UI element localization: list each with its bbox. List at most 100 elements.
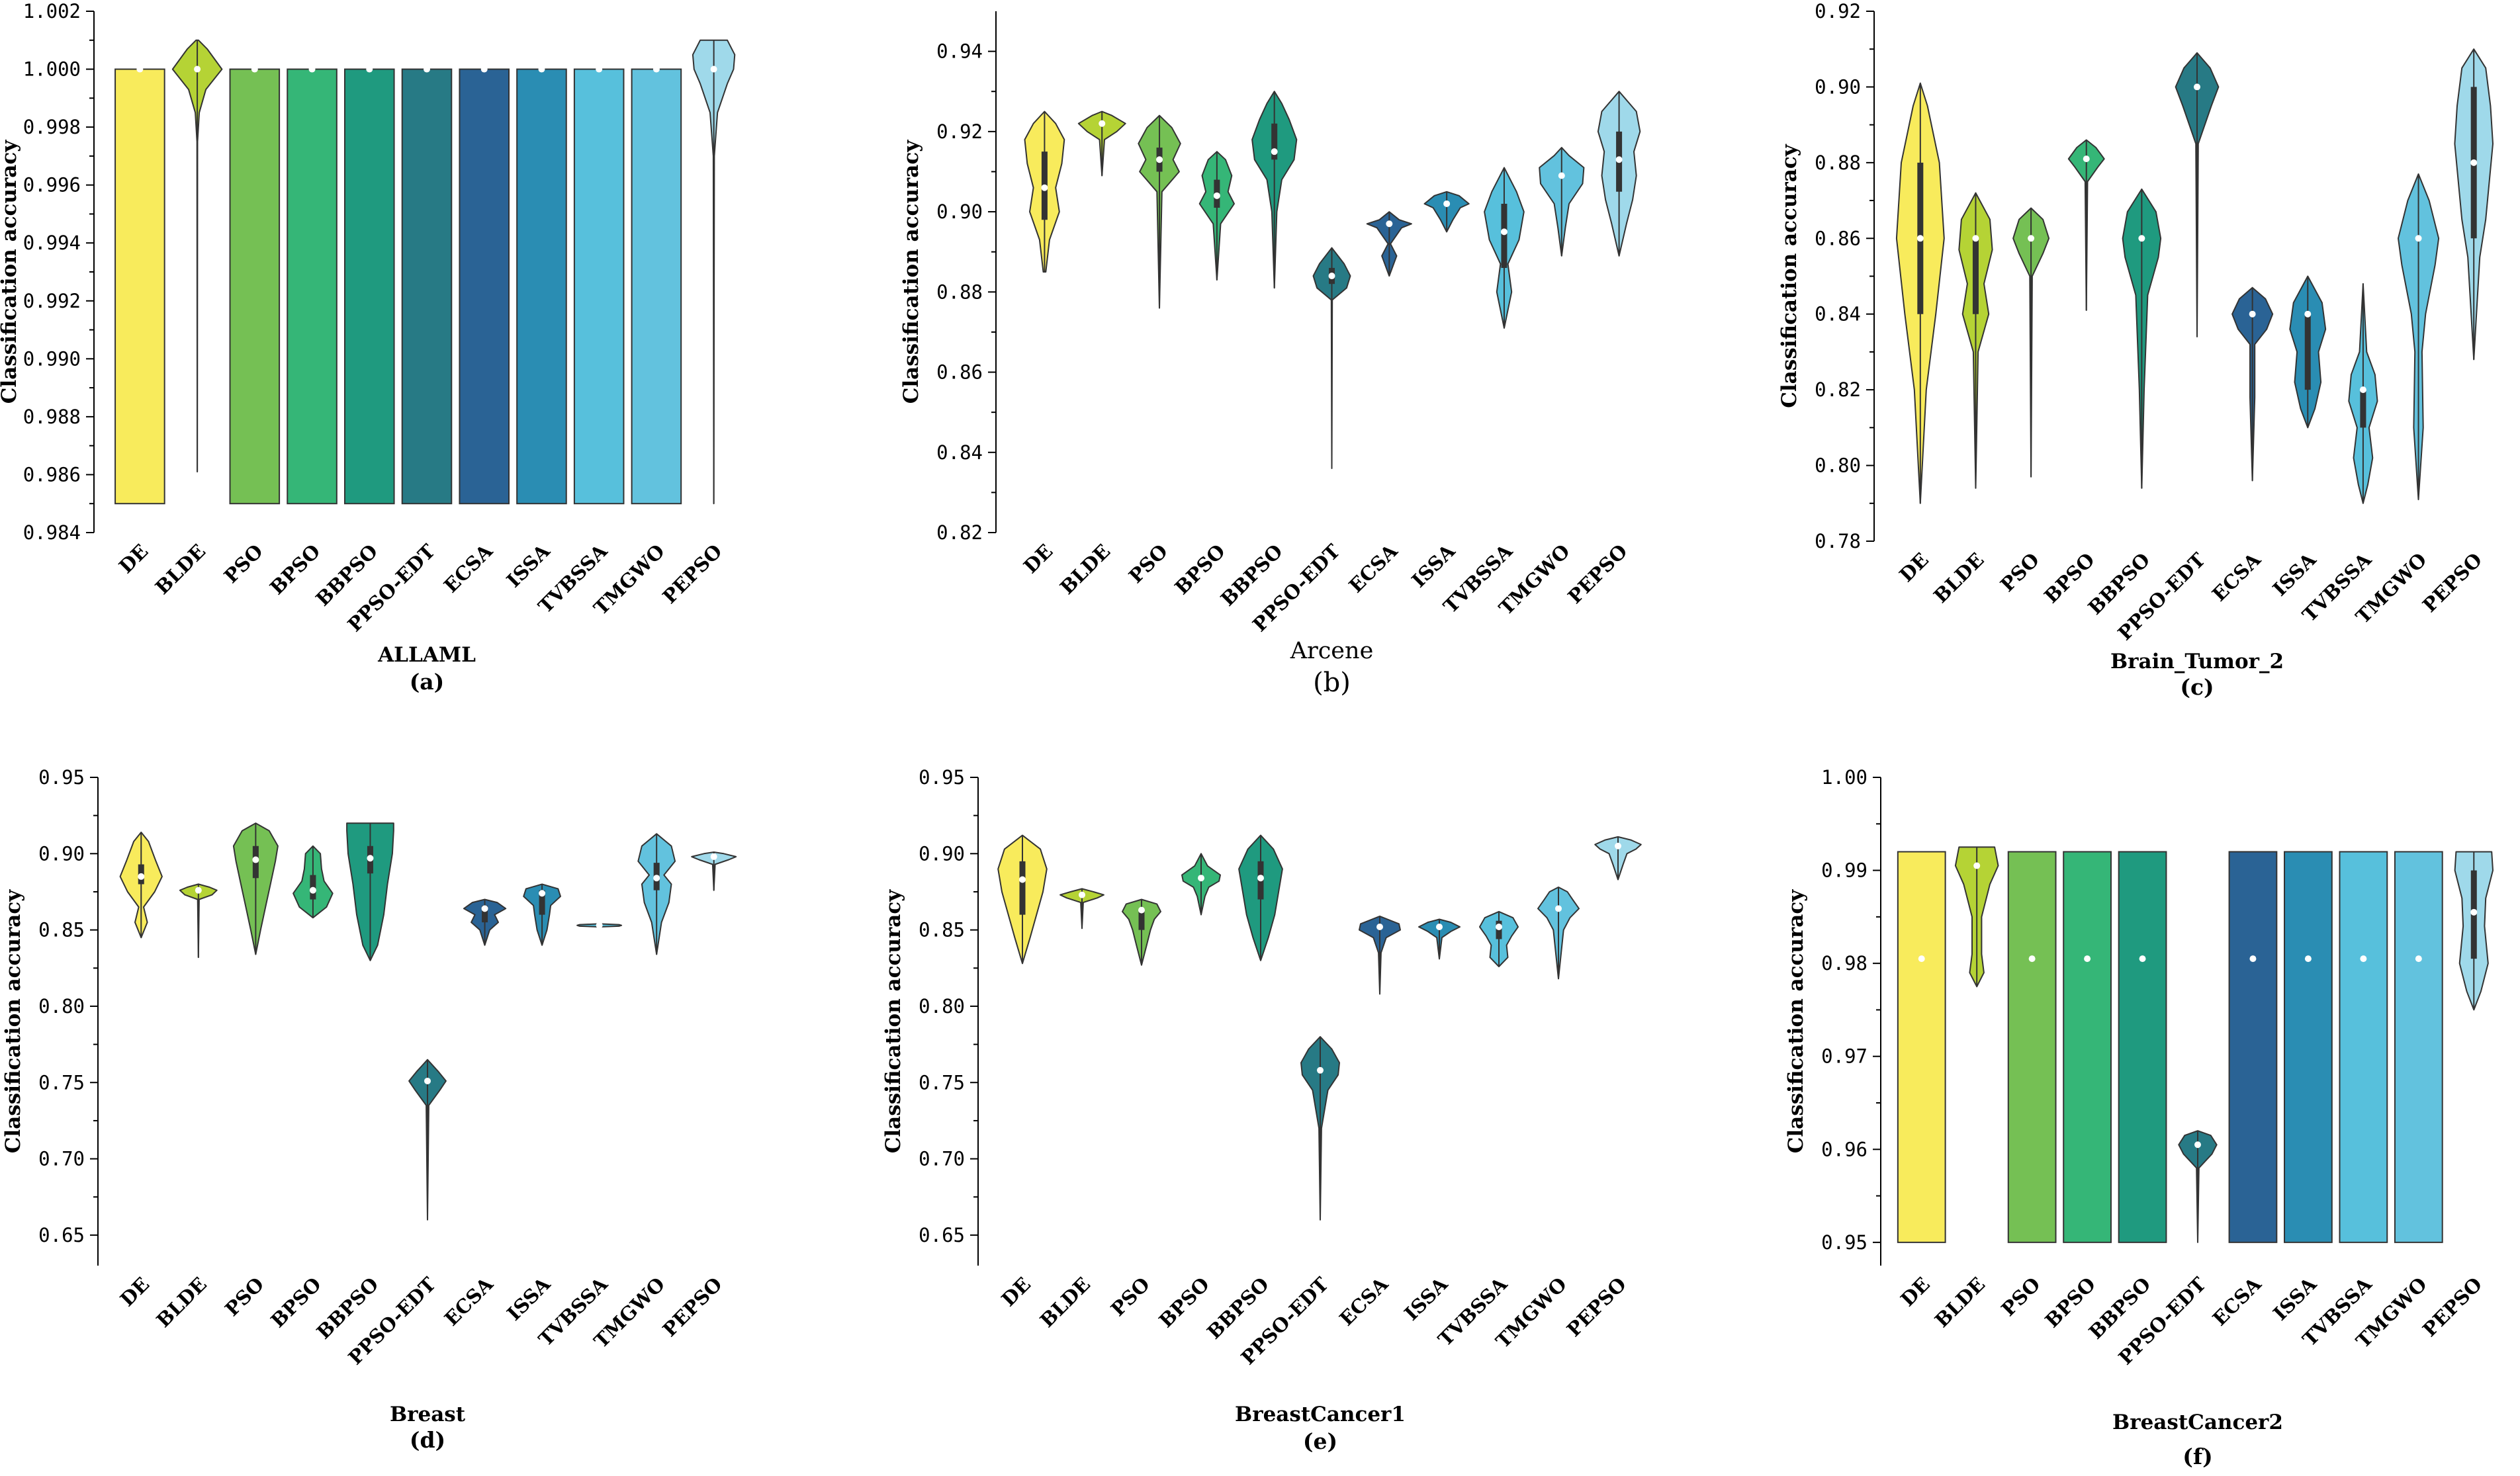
x-tick-label: BPSO — [1155, 1273, 1214, 1332]
violin-tmgwo — [2394, 851, 2443, 1243]
median-point — [481, 905, 488, 912]
y-tick-label: 0.986 — [23, 463, 81, 486]
y-tick-label: 0.75 — [38, 1071, 85, 1094]
median-point — [1496, 924, 1502, 931]
y-tick-label: 0.94 — [936, 40, 983, 63]
y-tick-label: 0.97 — [1821, 1045, 1868, 1068]
y-tick-label: 0.80 — [1815, 455, 1861, 477]
violin-bpso — [287, 68, 338, 505]
x-tick-label: ISSA — [2269, 548, 2321, 601]
y-tick-label: 0.95 — [38, 766, 85, 789]
median-point — [1271, 148, 1278, 155]
x-tick-label: PSO — [1106, 1273, 1154, 1321]
y-tick-label: 0.84 — [936, 441, 983, 464]
x-tick-label: ISSA — [1408, 540, 1460, 592]
y-tick-label: 0.994 — [23, 232, 81, 254]
x-tick-label: PEPSO — [658, 540, 727, 608]
median-point — [2138, 235, 2145, 242]
panel-f: (f) BreastCancer2 Classification accurac… — [1784, 766, 2494, 1469]
x-tick-label: ECSA — [439, 540, 497, 597]
median-point — [138, 873, 145, 880]
y-axis-label: Classification accuracy — [1778, 144, 1801, 408]
median-point — [2028, 955, 2036, 963]
median-point — [1973, 862, 1981, 869]
y-tick-label: 0.88 — [1815, 152, 1861, 174]
panel-caption: (e) — [1303, 1428, 1337, 1454]
violin-de — [1897, 851, 1946, 1243]
median-point — [538, 65, 545, 73]
median-point — [1019, 876, 1026, 883]
x-tick-label: PSO — [1124, 540, 1172, 587]
x-tick-label: ECSA — [1335, 1273, 1392, 1330]
panel-caption: (a) — [410, 669, 445, 695]
x-tick-label: BLDE — [1056, 540, 1114, 599]
y-tick-label: 0.86 — [1815, 227, 1861, 249]
median-point — [1376, 924, 1383, 931]
y-tick-label: 1.000 — [23, 58, 81, 81]
x-tick-label: BLDE — [1036, 1273, 1095, 1332]
median-point — [308, 65, 316, 73]
violin-bbpso — [2118, 851, 2167, 1243]
x-tick-label: ECSA — [2208, 548, 2265, 606]
x-tick-label: PEPSO — [658, 1273, 727, 1341]
x-tick-label: DE — [1019, 540, 1057, 578]
median-point — [2028, 235, 2035, 242]
x-tick-label: ISSA — [502, 1273, 555, 1325]
median-point — [710, 65, 717, 73]
median-point — [1079, 891, 1085, 898]
median-point — [2194, 83, 2200, 91]
y-tick-label: 0.90 — [38, 842, 85, 865]
x-tick-label: PSO — [1996, 548, 2044, 596]
median-point — [194, 65, 201, 73]
panel-caption: (b) — [1313, 668, 1351, 698]
x-tick-label: DE — [997, 1273, 1035, 1311]
violin-bbpso — [343, 68, 395, 505]
x-tick-label: BLDE — [151, 540, 210, 599]
violin-ecsa — [2228, 851, 2278, 1243]
y-tick-label: 0.82 — [936, 521, 983, 544]
median-point — [652, 65, 660, 73]
x-tick-label: PSO — [220, 540, 267, 587]
median-point — [1916, 235, 1924, 242]
median-point — [309, 887, 316, 894]
median-point — [367, 855, 374, 862]
median-point — [251, 65, 258, 73]
median-point — [653, 875, 660, 882]
median-point — [2084, 955, 2091, 963]
median-point — [539, 890, 546, 897]
y-tick-label: 1.00 — [1821, 766, 1868, 789]
y-tick-label: 0.70 — [919, 1148, 965, 1170]
x-tick-label: DE — [116, 1273, 154, 1311]
median-point — [2415, 955, 2422, 963]
y-tick-label: 0.65 — [919, 1224, 965, 1246]
median-point — [1257, 875, 1264, 882]
panel-title: BreastCancer1 — [1235, 1403, 1406, 1426]
y-tick-label: 0.70 — [38, 1148, 85, 1170]
median-point — [596, 922, 603, 929]
violin-pso — [2007, 851, 2057, 1243]
median-point — [2139, 955, 2146, 963]
x-tick-label: PEPSO — [2418, 1273, 2486, 1341]
y-axis-label: Classification accuracy — [1784, 889, 1808, 1153]
y-tick-label: 0.86 — [936, 361, 983, 384]
y-tick-label: 0.90 — [936, 200, 983, 223]
violin-ppso-edt — [401, 68, 453, 505]
x-tick-label: ECSA — [1345, 540, 1402, 597]
y-axis-label: Classification accuracy — [881, 889, 905, 1153]
y-tick-label: 0.92 — [936, 120, 983, 143]
violin-issa — [516, 68, 567, 505]
y-tick-label: 0.82 — [1815, 378, 1861, 401]
median-point — [1099, 120, 1106, 127]
y-tick-label: 0.984 — [23, 521, 81, 544]
x-tick-label: ISSA — [502, 540, 555, 592]
y-axis-label: Classification accuracy — [0, 140, 21, 404]
median-point — [1972, 235, 1979, 242]
violin-de — [114, 68, 165, 505]
violin-pso — [229, 68, 281, 505]
x-tick-label: PSO — [1997, 1273, 2045, 1321]
panel-a: (a) ALLAML Classification accuracy 0.984… — [0, 0, 736, 695]
y-tick-label: 0.992 — [23, 290, 81, 312]
median-point — [1615, 842, 1621, 849]
violin-bpso — [2063, 851, 2112, 1243]
violin-tvbssa — [2339, 851, 2388, 1243]
